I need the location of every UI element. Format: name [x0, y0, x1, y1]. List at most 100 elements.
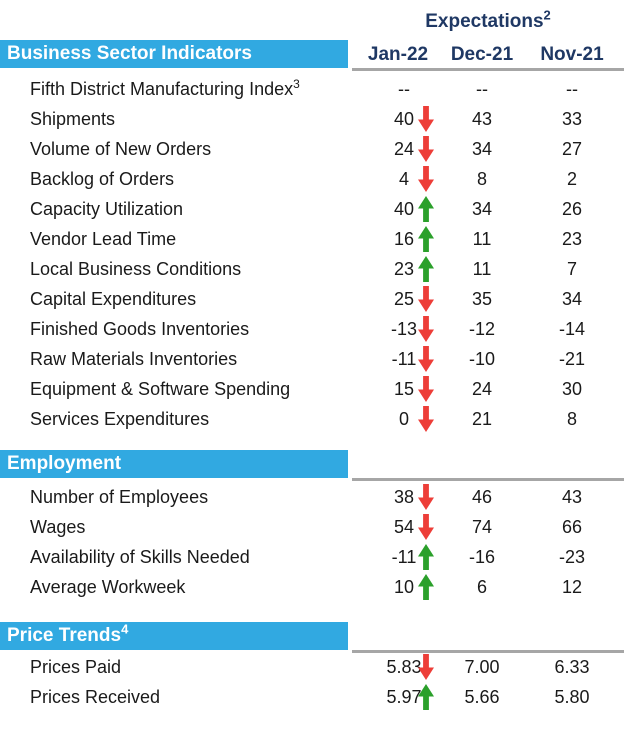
trend-up-icon [418, 226, 434, 252]
jan-22-value: 40 [393, 109, 415, 129]
section-rows: Number of Employees 38 46 43 Wages 54 74… [0, 478, 624, 602]
jan-22-value: -13 [390, 319, 417, 339]
row-label: Equipment & Software Spending [30, 379, 291, 399]
jan-22-value: 54 [393, 517, 415, 537]
row-label: Fifth District Manufacturing Index [30, 79, 294, 99]
row-values: 24 34 27 [352, 134, 624, 164]
row-label-cell: Local Business Conditions [30, 254, 241, 284]
table-row-number-of-employees: Number of Employees 38 46 43 [0, 482, 624, 512]
row-label-cell: Availability of Skills Needed [30, 542, 250, 572]
trend-down-icon [418, 346, 434, 372]
section-business-sector-indicators: Business Sector Indicators Jan-22 Dec-21 N… [0, 40, 624, 434]
row-label: Volume of New Orders [30, 139, 212, 159]
jan-22-cell: -- [352, 74, 444, 104]
jan-22-cell: 5.97 [352, 682, 444, 712]
row-label: Capital Expenditures [30, 289, 197, 309]
row-values: 25 35 34 [352, 284, 624, 314]
column-header-dec-21: Dec-21 [450, 44, 514, 65]
column-header-nov-21: Nov-21 [540, 44, 604, 65]
trend-up-icon [418, 196, 434, 222]
row-label-cell: Shipments [30, 104, 115, 134]
column-headers: Jan-22 Dec-21 Nov-21 [352, 40, 624, 68]
jan-22-value: 16 [393, 229, 415, 249]
nov-21-value: 2 [566, 169, 577, 189]
row-values: 15 24 30 [352, 374, 624, 404]
dec-21-value: 8 [476, 169, 487, 189]
trend-arrow [418, 316, 434, 342]
row-label-cell: Finished Goods Inventories [30, 314, 249, 344]
jan-22-cell: 38 [352, 482, 444, 512]
trend-arrow [418, 544, 434, 570]
jan-22-cell: 23 [352, 254, 444, 284]
table-row-raw-materials-inventories: Raw Materials Inventories -11 -10 -21 [0, 344, 624, 374]
jan-22-value: 24 [393, 139, 415, 159]
row-label-footnote-marker: 3 [293, 77, 300, 91]
dec-21-value: 24 [471, 379, 493, 399]
table-row-prices-received: Prices Received 5.97 5.66 5.80 [0, 682, 624, 712]
jan-22-cell: 54 [352, 512, 444, 542]
nov-21-value: 7 [566, 259, 577, 279]
table-row-shipments: Shipments 40 43 33 [0, 104, 624, 134]
dec-21-value: 34 [471, 199, 493, 219]
nov-21-value: 23 [561, 229, 583, 249]
trend-arrow [418, 286, 434, 312]
trend-down-icon [418, 514, 434, 540]
row-values: 4 8 2 [352, 164, 624, 194]
trend-arrow [418, 654, 434, 680]
table-row-wages: Wages 54 74 66 [0, 512, 624, 542]
jan-22-cell: 0 [352, 404, 444, 434]
trend-down-icon [418, 316, 434, 342]
header-rule [352, 68, 624, 71]
nov-21-value: 34 [561, 289, 583, 309]
section-rows: Fifth District Manufacturing Index3 -- -… [0, 68, 624, 434]
table-row-prices-paid: Prices Paid 5.83 7.00 6.33 [0, 652, 624, 682]
section-header-bar: Price Trends4 [0, 622, 348, 650]
trend-down-icon [418, 484, 434, 510]
row-values: -- -- -- [352, 74, 624, 104]
trend-down-icon [418, 166, 434, 192]
row-label-cell: Raw Materials Inventories [30, 344, 237, 374]
section-header-row: Price Trends4 [0, 622, 624, 653]
dec-21-value: -- [476, 79, 488, 99]
row-label-cell: Fifth District Manufacturing Index3 [30, 74, 300, 104]
jan-22-cell: 5.83 [352, 652, 444, 682]
trend-arrow [418, 484, 434, 510]
row-values: -11 -10 -21 [352, 344, 624, 374]
jan-22-cell: 25 [352, 284, 444, 314]
section-header-row: Employment [0, 450, 624, 481]
jan-22-cell: -13 [352, 314, 444, 344]
jan-22-cell: 15 [352, 374, 444, 404]
nov-21-value: 5.80 [554, 687, 590, 707]
section-title: Employment [7, 453, 122, 474]
row-label: Prices Paid [30, 657, 122, 677]
row-label-cell: Prices Paid [30, 652, 121, 682]
header-rule [352, 650, 624, 653]
table-row-capacity-utilization: Capacity Utilization 40 34 26 [0, 194, 624, 224]
row-label: Average Workweek [30, 577, 186, 597]
section-header-row: Business Sector Indicators Jan-22 Dec-21 N… [0, 40, 624, 71]
row-label: Availability of Skills Needed [30, 547, 250, 567]
jan-22-cell: 24 [352, 134, 444, 164]
section-rows: Prices Paid 5.83 7.00 6.33 Prices Receiv… [0, 650, 624, 712]
trend-arrow [418, 406, 434, 432]
row-label-cell: Services Expenditures [30, 404, 209, 434]
dec-21-value: 11 [472, 229, 492, 249]
expectations-title: Expectations [425, 11, 544, 32]
dec-21-value: 74 [471, 517, 493, 537]
trend-up-icon [418, 256, 434, 282]
row-label: Finished Goods Inventories [30, 319, 250, 339]
jan-22-value: 10 [393, 577, 415, 597]
table-row-fifth-district-manufacturing-index: Fifth District Manufacturing Index3 -- -… [0, 74, 624, 104]
row-label-cell: Vendor Lead Time [30, 224, 176, 254]
jan-22-value: 0 [398, 409, 409, 429]
table-row-backlog-of-orders: Backlog of Orders 4 8 2 [0, 164, 624, 194]
row-label: Local Business Conditions [30, 259, 242, 279]
jan-22-value: 5.97 [386, 687, 422, 707]
row-label: Shipments [30, 109, 116, 129]
table-row-availability-of-skills-needed: Availability of Skills Needed -11 -16 -2… [0, 542, 624, 572]
jan-22-value: 23 [393, 259, 415, 279]
trend-down-icon [418, 376, 434, 402]
section-employment: Employment Number of Employees 38 46 43 … [0, 450, 624, 602]
nov-21-value: 8 [566, 409, 577, 429]
